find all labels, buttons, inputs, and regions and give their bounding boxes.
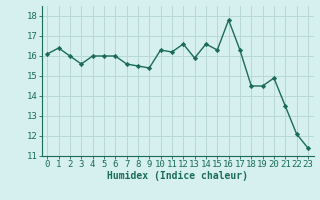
X-axis label: Humidex (Indice chaleur): Humidex (Indice chaleur) — [107, 171, 248, 181]
